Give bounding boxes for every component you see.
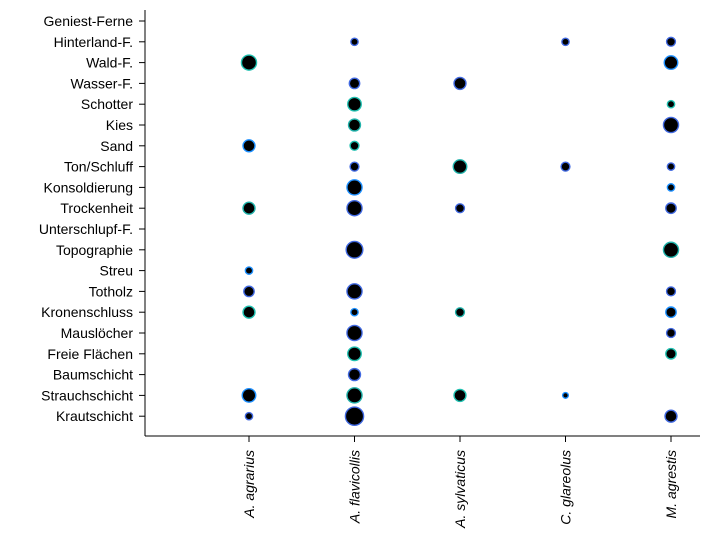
data-point xyxy=(349,140,360,151)
data-point xyxy=(560,161,571,172)
y-tick-labels: Geniest-Ferne Hinterland-F. Wald-F. Wasser-… xyxy=(39,13,145,424)
y-tick-label: Topographie xyxy=(56,242,133,258)
data-point xyxy=(347,96,362,112)
data-point xyxy=(347,118,362,132)
data-point xyxy=(244,411,254,421)
data-point xyxy=(346,199,363,217)
data-point xyxy=(240,54,258,71)
data-point xyxy=(242,139,256,153)
x-tick-label: C. glareolus xyxy=(558,450,574,525)
data-point xyxy=(244,266,254,275)
y-tick-label: Strauchschicht xyxy=(41,387,133,403)
data-point xyxy=(665,202,677,215)
data-point xyxy=(666,99,676,109)
y-tick-label: Konsoldierung xyxy=(43,179,133,195)
data-point xyxy=(345,240,364,259)
data-point xyxy=(241,387,257,403)
data-point xyxy=(665,347,677,360)
y-tick-label: Kies xyxy=(106,117,133,133)
data-point xyxy=(453,76,467,91)
data-point xyxy=(665,306,677,319)
data-point xyxy=(662,116,680,134)
data-point xyxy=(561,37,570,47)
x-tick-label: M. agrestis xyxy=(663,450,679,518)
y-tick-label: Schotter xyxy=(81,96,133,112)
data-point xyxy=(454,203,466,214)
data-points xyxy=(240,36,680,427)
data-point xyxy=(346,324,363,342)
data-point xyxy=(662,241,680,259)
data-point xyxy=(242,305,256,319)
x-tick-label: A. agrarius xyxy=(241,450,257,519)
y-tick-label: Wald-F. xyxy=(86,55,133,71)
data-point xyxy=(242,201,256,215)
data-point xyxy=(665,286,677,297)
x-tick-label: A. sylvaticus xyxy=(452,450,468,529)
data-point xyxy=(344,406,365,427)
data-point xyxy=(452,159,468,175)
data-point xyxy=(665,36,677,47)
data-point xyxy=(346,179,363,196)
data-point xyxy=(346,283,363,300)
y-tick-label: Krautschicht xyxy=(56,408,133,424)
y-tick-label: Mauslöcher xyxy=(61,325,134,341)
y-tick-label: Totholz xyxy=(89,283,133,299)
data-point xyxy=(664,409,678,423)
x-tick-label: A. flavicollis xyxy=(347,450,363,524)
y-tick-label: Sand xyxy=(100,138,133,154)
data-point xyxy=(666,162,676,171)
y-tick-label: Geniest-Ferne xyxy=(44,13,134,29)
y-tick-label: Streu xyxy=(100,263,133,279)
data-point xyxy=(453,388,467,403)
data-point xyxy=(350,307,359,317)
data-point xyxy=(665,327,677,339)
data-point xyxy=(561,391,570,399)
y-tick-label: Kronenschluss xyxy=(41,304,133,320)
x-tick-labels: A. agrarius A. flavicollis A. sylvaticus C.… xyxy=(241,436,679,529)
y-tick-label: Wasser-F. xyxy=(71,75,133,91)
y-tick-label: Freie Flächen xyxy=(47,346,133,362)
y-tick-label: Ton/Schluff xyxy=(64,159,133,175)
y-tick-label: Unterschlupf-F. xyxy=(39,221,133,237)
data-point xyxy=(347,346,362,362)
data-point xyxy=(243,285,255,298)
data-point xyxy=(350,37,359,47)
y-tick-label: Baumschicht xyxy=(53,367,133,383)
y-tick-label: Trockenheit xyxy=(60,200,133,216)
data-point xyxy=(349,161,360,172)
data-point xyxy=(454,307,466,318)
y-tick-label: Hinterland-F. xyxy=(54,34,133,50)
data-point xyxy=(346,387,363,404)
data-point xyxy=(347,367,362,382)
data-point xyxy=(663,55,679,71)
data-point xyxy=(348,77,361,90)
data-point xyxy=(666,183,676,192)
